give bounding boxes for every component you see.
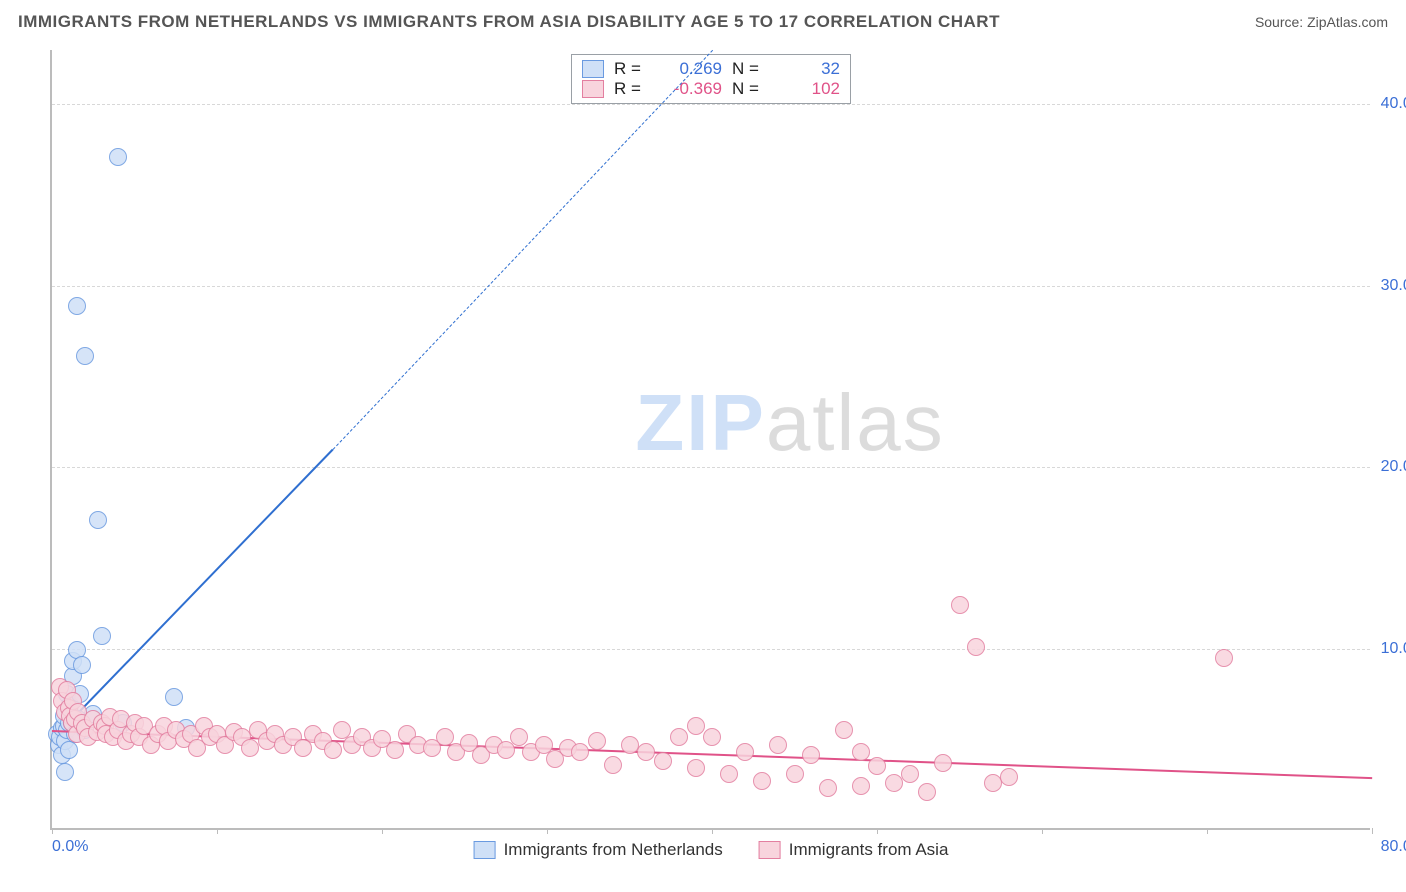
trend-line — [332, 50, 712, 450]
data-point — [736, 743, 754, 761]
data-point — [60, 741, 78, 759]
gridline — [52, 286, 1370, 287]
data-point — [984, 774, 1002, 792]
watermark: ZIPatlas — [635, 377, 944, 469]
y-tick-label: 40.0% — [1381, 95, 1406, 113]
trend-line — [51, 449, 333, 741]
data-point — [951, 596, 969, 614]
data-point — [786, 765, 804, 783]
stat-r: -0.369 — [652, 79, 722, 99]
data-point — [753, 772, 771, 790]
data-point — [109, 148, 127, 166]
series-legend: Immigrants from Netherlands Immigrants fr… — [474, 840, 949, 860]
data-point — [670, 728, 688, 746]
data-point — [901, 765, 919, 783]
data-point — [868, 757, 886, 775]
stat-key: N = — [732, 79, 760, 99]
gridline — [52, 467, 1370, 468]
x-tick — [1207, 828, 1208, 834]
data-point — [835, 721, 853, 739]
stats-row: R =0.269N =32 — [582, 59, 840, 79]
data-point — [720, 765, 738, 783]
data-point — [967, 638, 985, 656]
gridline — [52, 649, 1370, 650]
gridline — [52, 104, 1370, 105]
x-tick — [382, 828, 383, 834]
x-tick — [1042, 828, 1043, 834]
data-point — [93, 627, 111, 645]
legend-item: Immigrants from Asia — [759, 840, 949, 860]
y-tick-label: 10.0% — [1381, 640, 1406, 658]
x-axis-max-label: 80.0% — [1381, 838, 1406, 856]
stat-n: 32 — [770, 59, 840, 79]
x-tick — [52, 828, 53, 834]
legend-label: Immigrants from Netherlands — [504, 840, 723, 860]
data-point — [687, 717, 705, 735]
data-point — [918, 783, 936, 801]
legend-swatch — [474, 841, 496, 859]
x-tick — [877, 828, 878, 834]
data-point — [56, 763, 74, 781]
data-point — [934, 754, 952, 772]
stats-legend: R =0.269N =32R =-0.369N =102 — [571, 54, 851, 104]
data-point — [621, 736, 639, 754]
chart-area: Disability Age 5 to 17 ZIPatlas R =0.269… — [50, 50, 1390, 870]
data-point — [324, 741, 342, 759]
data-point — [604, 756, 622, 774]
x-tick — [712, 828, 713, 834]
data-point — [637, 743, 655, 761]
x-tick — [217, 828, 218, 834]
x-tick — [1372, 828, 1373, 834]
legend-swatch — [582, 80, 604, 98]
data-point — [802, 746, 820, 764]
chart-title: IMMIGRANTS FROM NETHERLANDS VS IMMIGRANT… — [18, 12, 1000, 32]
data-point — [571, 743, 589, 761]
stats-row: R = -0.369 N = 102 — [582, 79, 840, 99]
source-label: Source: ZipAtlas.com — [1255, 14, 1388, 30]
legend-swatch — [759, 841, 781, 859]
data-point — [852, 777, 870, 795]
stat-key: R = — [614, 79, 642, 99]
data-point — [1215, 649, 1233, 667]
y-tick-label: 20.0% — [1381, 458, 1406, 476]
stat-n: 102 — [770, 79, 840, 99]
data-point — [819, 779, 837, 797]
data-point — [89, 511, 107, 529]
data-point — [68, 297, 86, 315]
data-point — [852, 743, 870, 761]
x-tick — [547, 828, 548, 834]
stat-key: R = — [614, 59, 642, 79]
data-point — [703, 728, 721, 746]
stat-key: N = — [732, 59, 760, 79]
x-axis-min-label: 0.0% — [52, 838, 88, 856]
data-point — [165, 688, 183, 706]
data-point — [687, 759, 705, 777]
y-tick-label: 30.0% — [1381, 277, 1406, 295]
legend-label: Immigrants from Asia — [789, 840, 949, 860]
legend-item: Immigrants from Netherlands — [474, 840, 723, 860]
data-point — [588, 732, 606, 750]
plot-region: ZIPatlas R =0.269N =32R =-0.369N =102 0.… — [50, 50, 1370, 830]
legend-swatch — [582, 60, 604, 78]
data-point — [386, 741, 404, 759]
data-point — [1000, 768, 1018, 786]
data-point — [76, 347, 94, 365]
data-point — [885, 774, 903, 792]
data-point — [241, 739, 259, 757]
data-point — [654, 752, 672, 770]
title-bar: IMMIGRANTS FROM NETHERLANDS VS IMMIGRANT… — [0, 0, 1406, 40]
data-point — [769, 736, 787, 754]
data-point — [73, 656, 91, 674]
